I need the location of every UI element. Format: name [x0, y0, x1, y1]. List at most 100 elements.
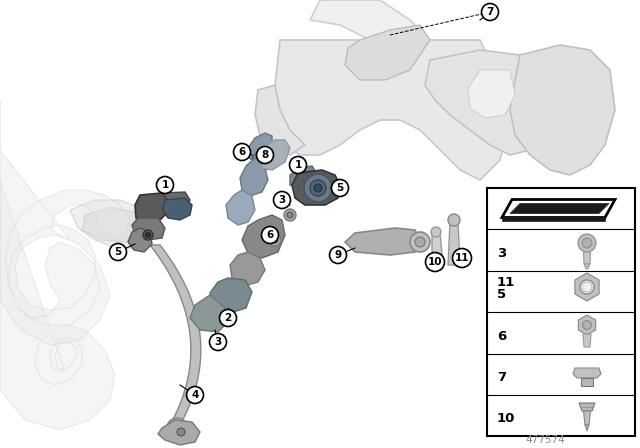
- Circle shape: [145, 233, 150, 237]
- Circle shape: [269, 234, 281, 246]
- Polygon shape: [585, 425, 589, 431]
- Text: 6: 6: [497, 330, 506, 343]
- Polygon shape: [292, 170, 340, 205]
- Text: 11: 11: [455, 253, 469, 263]
- Circle shape: [167, 418, 187, 438]
- Text: 7: 7: [497, 371, 506, 384]
- Polygon shape: [150, 245, 201, 425]
- Polygon shape: [0, 100, 130, 345]
- Circle shape: [410, 232, 430, 252]
- Circle shape: [262, 227, 278, 244]
- Polygon shape: [210, 278, 252, 313]
- Circle shape: [310, 180, 326, 196]
- Circle shape: [186, 387, 204, 404]
- Circle shape: [257, 146, 273, 164]
- Circle shape: [448, 214, 460, 226]
- Text: 10: 10: [497, 412, 515, 425]
- Circle shape: [582, 282, 592, 292]
- Polygon shape: [575, 273, 599, 301]
- Polygon shape: [448, 222, 460, 265]
- Polygon shape: [132, 218, 165, 240]
- Polygon shape: [245, 133, 272, 160]
- Bar: [487, 188, 635, 436]
- Polygon shape: [310, 0, 430, 70]
- Polygon shape: [163, 198, 192, 220]
- Circle shape: [580, 280, 594, 294]
- Polygon shape: [128, 228, 152, 252]
- Text: 1: 1: [294, 160, 301, 170]
- Circle shape: [481, 4, 499, 21]
- Circle shape: [284, 209, 296, 221]
- Polygon shape: [275, 40, 510, 180]
- Text: 3: 3: [214, 337, 221, 347]
- Polygon shape: [584, 252, 591, 264]
- Circle shape: [289, 156, 307, 173]
- Circle shape: [177, 428, 185, 436]
- Polygon shape: [226, 190, 255, 225]
- Polygon shape: [242, 215, 285, 258]
- Circle shape: [582, 238, 592, 248]
- Circle shape: [272, 237, 278, 243]
- Polygon shape: [190, 295, 228, 332]
- Polygon shape: [510, 45, 615, 175]
- Circle shape: [332, 180, 349, 197]
- Polygon shape: [255, 85, 305, 155]
- Circle shape: [582, 320, 591, 329]
- Polygon shape: [584, 411, 591, 425]
- Circle shape: [452, 249, 472, 267]
- Polygon shape: [262, 140, 290, 170]
- Text: 11: 11: [497, 276, 515, 289]
- Circle shape: [209, 333, 227, 350]
- Polygon shape: [240, 158, 268, 196]
- Polygon shape: [162, 192, 190, 218]
- Polygon shape: [573, 368, 601, 378]
- Text: 6: 6: [266, 230, 274, 240]
- Circle shape: [109, 244, 127, 260]
- Polygon shape: [581, 378, 593, 386]
- Polygon shape: [502, 217, 605, 221]
- Circle shape: [143, 230, 153, 240]
- Text: 7: 7: [486, 7, 493, 17]
- Polygon shape: [583, 334, 591, 347]
- Polygon shape: [252, 143, 282, 170]
- Text: 6: 6: [238, 147, 246, 157]
- Text: 3: 3: [497, 247, 506, 260]
- Text: 5: 5: [115, 247, 122, 257]
- Circle shape: [287, 212, 293, 218]
- Text: 1: 1: [161, 180, 168, 190]
- Text: 477574: 477574: [525, 435, 565, 445]
- Polygon shape: [579, 403, 595, 411]
- Circle shape: [426, 253, 445, 271]
- Circle shape: [273, 191, 291, 208]
- Text: 9: 9: [335, 250, 342, 260]
- Polygon shape: [158, 420, 200, 445]
- Text: 5: 5: [497, 288, 506, 301]
- Text: 2: 2: [225, 313, 232, 323]
- Circle shape: [330, 246, 346, 263]
- Polygon shape: [584, 264, 590, 269]
- Circle shape: [172, 423, 182, 433]
- Polygon shape: [345, 228, 420, 255]
- Circle shape: [578, 234, 596, 252]
- Polygon shape: [502, 199, 615, 217]
- Polygon shape: [0, 180, 115, 430]
- Polygon shape: [230, 252, 265, 286]
- Polygon shape: [425, 50, 560, 155]
- Polygon shape: [345, 25, 430, 80]
- Circle shape: [304, 174, 332, 202]
- Text: 8: 8: [261, 150, 269, 160]
- Circle shape: [220, 310, 237, 327]
- Polygon shape: [70, 200, 155, 248]
- Text: 4: 4: [191, 390, 198, 400]
- Circle shape: [234, 143, 250, 160]
- Polygon shape: [432, 232, 442, 255]
- Polygon shape: [82, 207, 148, 242]
- Text: 10: 10: [428, 257, 442, 267]
- Polygon shape: [290, 166, 316, 188]
- Circle shape: [314, 184, 322, 192]
- Polygon shape: [579, 315, 596, 335]
- Polygon shape: [510, 203, 609, 214]
- Circle shape: [431, 227, 441, 237]
- Text: 3: 3: [278, 195, 285, 205]
- Circle shape: [415, 237, 425, 247]
